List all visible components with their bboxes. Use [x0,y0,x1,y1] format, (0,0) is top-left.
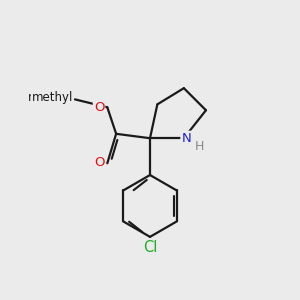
Text: O: O [94,156,104,169]
Text: H: H [194,140,204,153]
Text: methyl: methyl [32,92,74,104]
Text: N: N [181,132,191,145]
Text: O: O [94,101,104,114]
Text: Cl: Cl [143,240,157,255]
Text: methyl: methyl [28,91,70,104]
